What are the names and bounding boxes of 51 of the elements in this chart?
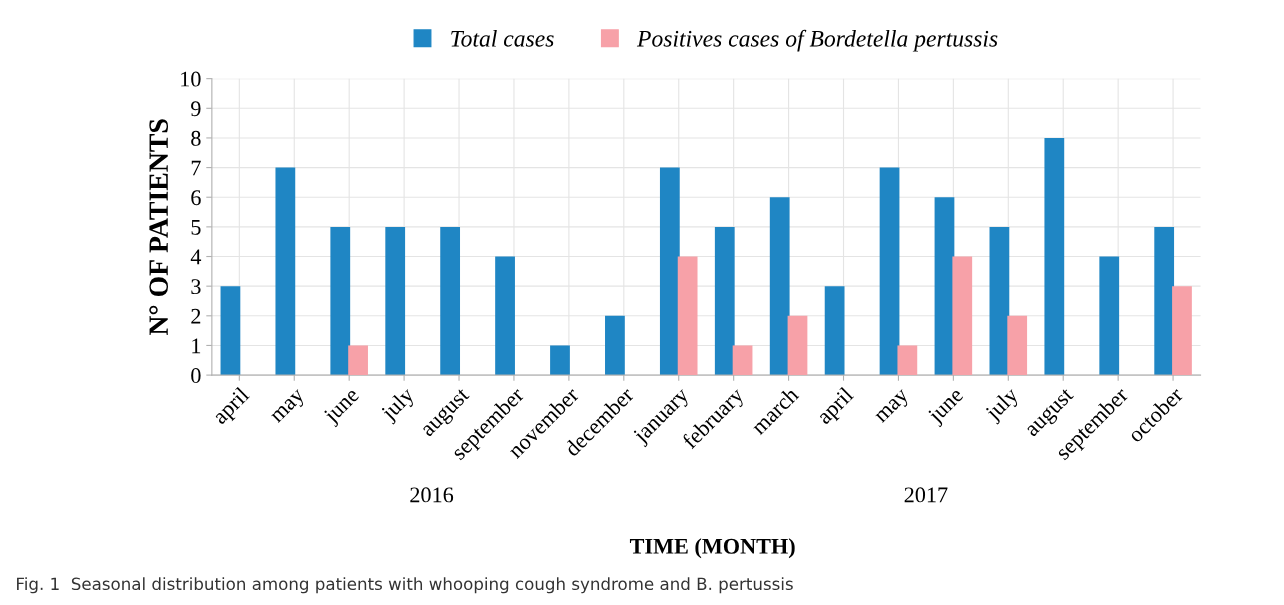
bar [714, 226, 735, 376]
bar [495, 256, 515, 376]
bar [659, 167, 680, 376]
y-tick-label: 0 [191, 368, 201, 384]
y-tick-label: 10 [181, 71, 201, 87]
y-tick-label: 9 [191, 101, 201, 117]
bar [952, 256, 973, 376]
x-tick-label: may [875, 389, 913, 427]
bar [989, 226, 1010, 376]
y-tick-label: 7 [191, 160, 201, 176]
legend-label: Positives cases of Bordetella pertussis [636, 29, 998, 52]
y-tick-label: 8 [191, 130, 201, 146]
bar [897, 345, 918, 376]
bar [1099, 256, 1120, 376]
bar [732, 345, 753, 376]
text: 2016 [410, 487, 454, 503]
bar [1044, 137, 1065, 376]
x-tick-label: may [270, 389, 309, 427]
bar [1154, 226, 1175, 376]
y-tick-label: 5 [191, 220, 201, 235]
legend-label: Total cases [451, 30, 554, 47]
bar [1172, 286, 1192, 376]
y-tick-label: 4 [190, 249, 202, 265]
bar [824, 286, 845, 376]
bar [605, 315, 625, 376]
bar [440, 226, 461, 376]
x-axis-title: TIME (MONTH) [629, 538, 795, 559]
y-tick-label: 6 [191, 190, 201, 206]
x-tick-label: june [322, 386, 363, 428]
x-tick-label: april [211, 385, 254, 429]
bar [275, 167, 296, 376]
y-tick-label: 1 [192, 338, 201, 354]
bar [677, 256, 698, 376]
bar [787, 315, 808, 376]
text: 2017 [904, 487, 948, 503]
y-tick-label: 3 [191, 279, 201, 295]
bar [385, 226, 406, 376]
x-tick-label: july [379, 385, 419, 425]
bar [330, 226, 351, 376]
bar [879, 167, 900, 376]
caption: Fig. 1 Seasonal distribution among patients with whooping cough syndrome and B. pertussis [17, 577, 793, 594]
bar [769, 197, 790, 376]
bar [1007, 315, 1028, 376]
bar [550, 345, 570, 376]
bar [348, 345, 368, 376]
x-tick-label: july [983, 385, 1023, 425]
y-tick-label: 2 [191, 308, 201, 324]
y-axis-title: N° OF PATIENTS [149, 119, 169, 336]
bar [220, 286, 241, 376]
x-tick-label: june [926, 386, 968, 428]
x-tick-label: april [815, 385, 858, 429]
